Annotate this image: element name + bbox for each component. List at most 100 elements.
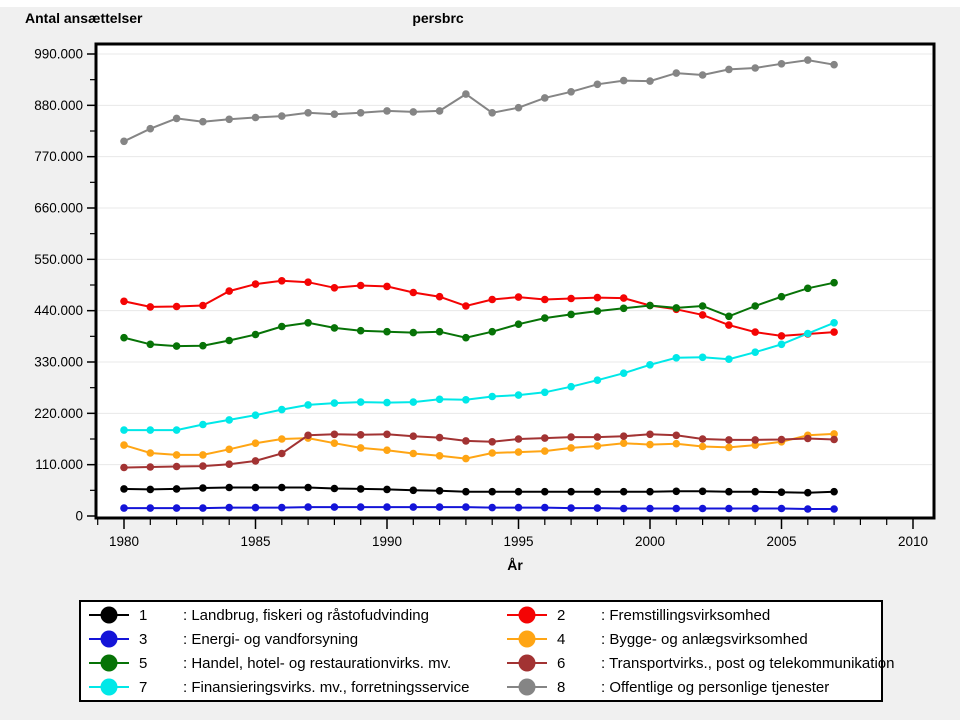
data-point xyxy=(567,88,575,96)
data-point xyxy=(514,487,523,496)
data-point xyxy=(619,369,628,378)
y-tick-label: 330.000 xyxy=(34,355,83,370)
series-line-2 xyxy=(123,279,835,337)
data-point xyxy=(830,60,838,69)
data-point xyxy=(593,80,602,89)
x-tick-label: 2005 xyxy=(766,534,796,549)
data-point xyxy=(225,483,233,492)
y-tick-label: 990.000 xyxy=(34,47,83,62)
data-point xyxy=(146,426,155,434)
data-point xyxy=(830,505,838,513)
data-point xyxy=(120,297,128,306)
data-point xyxy=(593,433,602,441)
data-point xyxy=(593,487,602,496)
x-tick-label: 1985 xyxy=(240,534,270,549)
data-point xyxy=(172,451,181,459)
data-point xyxy=(830,328,838,336)
data-point xyxy=(488,109,497,117)
data-point xyxy=(541,447,549,455)
data-point xyxy=(541,434,549,442)
data-point xyxy=(278,483,286,492)
plot-background xyxy=(96,44,934,518)
data-point xyxy=(462,487,470,496)
data-point xyxy=(619,294,628,302)
data-point xyxy=(672,354,681,362)
data-point xyxy=(435,487,444,495)
data-point xyxy=(593,293,602,302)
data-point xyxy=(619,487,628,496)
data-point xyxy=(488,487,497,496)
data-point xyxy=(725,312,733,321)
data-point xyxy=(225,115,233,124)
data-point xyxy=(698,435,707,443)
legend-marker-icon xyxy=(507,630,547,648)
data-point xyxy=(120,441,128,449)
data-point xyxy=(251,330,260,339)
x-tick-label: 1990 xyxy=(372,534,402,549)
data-point xyxy=(383,485,391,494)
data-point xyxy=(698,302,707,310)
data-point xyxy=(356,444,365,452)
legend-series-label: : Transportvirks., post og telekommunika… xyxy=(601,654,895,672)
data-point xyxy=(725,487,733,496)
data-point xyxy=(199,451,207,459)
data-point xyxy=(672,69,681,77)
series-6 xyxy=(120,430,838,472)
data-point xyxy=(698,71,707,79)
data-point xyxy=(199,117,207,126)
data-point xyxy=(541,503,549,512)
series-5 xyxy=(120,278,838,350)
data-point xyxy=(804,329,812,338)
data-point xyxy=(356,485,365,493)
data-point xyxy=(593,307,602,315)
data-point xyxy=(541,487,549,496)
data-point xyxy=(830,487,838,496)
data-point xyxy=(698,353,707,362)
data-point xyxy=(251,439,260,448)
data-point xyxy=(830,319,838,327)
data-point xyxy=(225,445,233,454)
data-point xyxy=(383,327,391,336)
data-point xyxy=(751,302,759,310)
data-point xyxy=(804,488,812,497)
data-point xyxy=(278,277,286,285)
series-7 xyxy=(120,319,838,434)
data-point xyxy=(356,431,365,439)
data-point xyxy=(330,503,339,511)
data-point xyxy=(146,463,155,471)
series-line-8 xyxy=(123,59,835,143)
y-tick-label: 660.000 xyxy=(34,201,83,216)
data-point xyxy=(330,484,339,493)
data-point xyxy=(409,328,418,337)
top-margin xyxy=(0,0,960,7)
data-point xyxy=(698,487,707,496)
data-point xyxy=(751,348,759,357)
y-tick-label: 220.000 xyxy=(34,406,83,421)
series-4 xyxy=(120,430,838,463)
data-point xyxy=(146,124,155,133)
data-point xyxy=(225,503,233,512)
data-point xyxy=(567,294,575,303)
data-point xyxy=(672,431,681,440)
data-point xyxy=(435,292,444,301)
y-tick-label: 0 xyxy=(75,509,83,524)
data-point xyxy=(646,430,654,439)
legend-marker-icon xyxy=(507,678,547,696)
data-point xyxy=(751,328,759,336)
data-point xyxy=(383,398,391,407)
series-8 xyxy=(120,56,838,146)
data-point xyxy=(751,64,759,72)
data-point xyxy=(804,284,812,293)
series-line-3 xyxy=(124,506,835,510)
data-point xyxy=(646,440,654,449)
data-point xyxy=(251,457,260,465)
data-point xyxy=(278,405,286,414)
data-point xyxy=(304,278,312,287)
data-point xyxy=(777,504,786,513)
legend-entry-1: 1: Landbrug, fiskeri og råstofudvinding xyxy=(81,603,499,627)
data-point xyxy=(646,77,654,85)
data-point xyxy=(435,452,444,460)
data-point xyxy=(146,449,155,457)
data-point xyxy=(225,416,233,424)
legend-series-label: : Handel, hotel- og restaurationvirks. m… xyxy=(183,654,452,672)
